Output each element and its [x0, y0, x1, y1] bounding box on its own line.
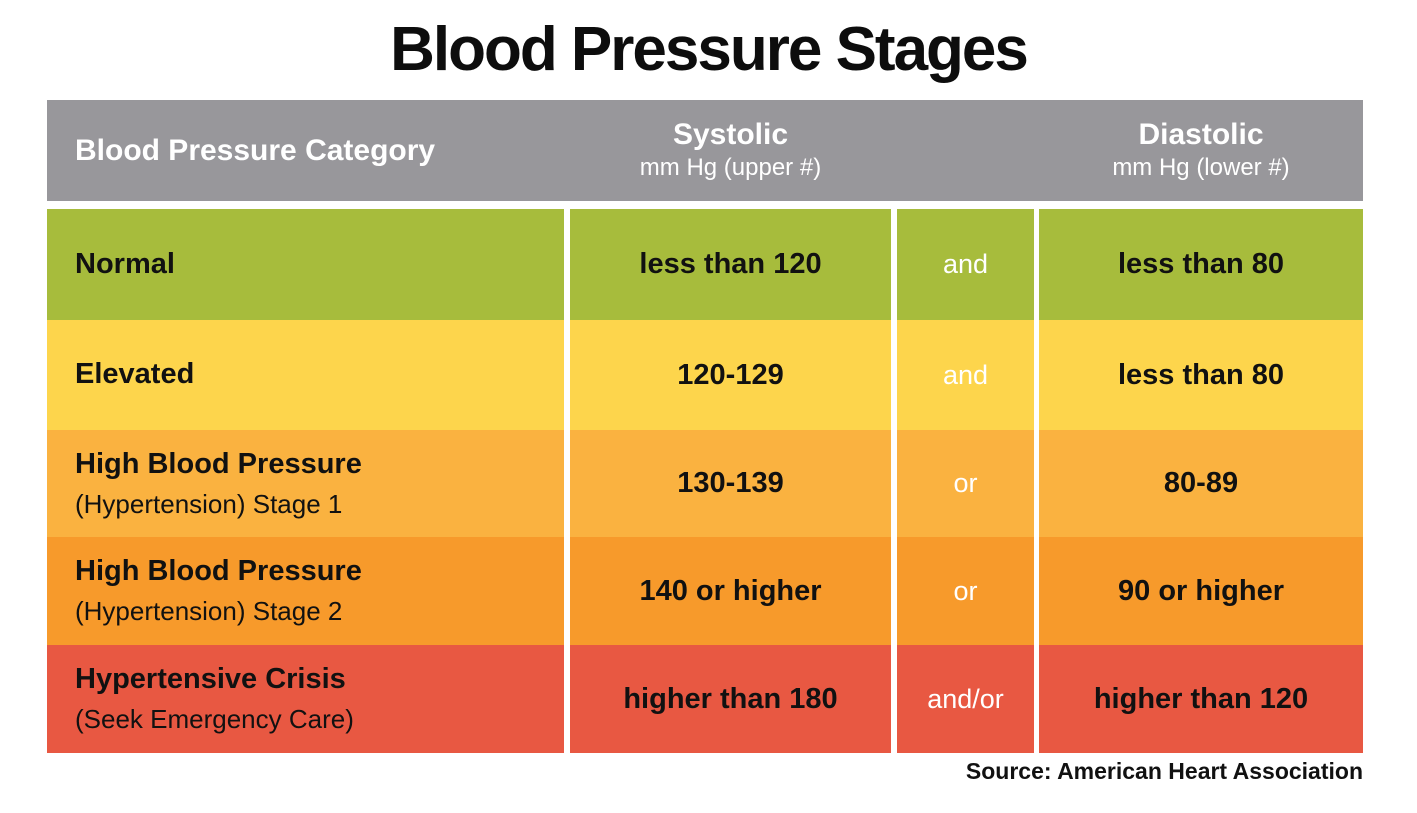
category-label: High Blood Pressure [75, 447, 362, 480]
header-systolic: Systolic mm Hg (upper #) [570, 100, 891, 201]
table-row-hypertension-stage2: High Blood Pressure (Hypertension) Stage… [47, 537, 1363, 645]
column-divider [891, 645, 897, 753]
category-label: Elevated [75, 358, 195, 391]
connector-label: and [942, 249, 989, 279]
column-divider [564, 645, 570, 753]
table-body: Normal less than 120 and less than 80 El… [47, 209, 1363, 753]
column-divider [1034, 430, 1039, 537]
table-header: Blood Pressure Category Systolic mm Hg (… [47, 100, 1363, 201]
header-category-label: Blood Pressure Category [75, 133, 436, 167]
column-divider [891, 320, 897, 430]
column-divider [891, 537, 897, 645]
page-title: Blood Pressure Stages [390, 15, 1029, 84]
category-cell: Hypertensive Crisis (Seek Emergency Care… [47, 645, 564, 753]
column-divider [564, 209, 570, 320]
header-diastolic: Diastolic mm Hg (lower #) [1039, 100, 1363, 201]
column-divider [1034, 537, 1039, 645]
column-divider [891, 209, 897, 320]
blood-pressure-table: Blood Pressure Category Systolic mm Hg (… [47, 100, 1363, 753]
column-divider [1034, 320, 1039, 430]
header-systolic-subtitle: mm Hg (upper #) [639, 153, 822, 181]
diastolic-value: 90 or higher [1118, 574, 1284, 607]
systolic-value: higher than 180 [623, 682, 838, 715]
diastolic-value: higher than 120 [1093, 682, 1309, 715]
systolic-value: less than 120 [639, 248, 822, 280]
diastolic-value: less than 80 [1117, 248, 1285, 280]
category-sublabel: (Hypertension) Stage 1 [75, 488, 343, 519]
category-sublabel: (Hypertension) Stage 2 [75, 596, 343, 627]
diastolic-value: less than 80 [1117, 358, 1285, 391]
header-diastolic-title: Diastolic [1138, 118, 1264, 152]
category-label: High Blood Pressure [75, 555, 362, 588]
source-attribution: Source: American Heart Association [965, 758, 1363, 784]
category-sublabel: (Seek Emergency Care) [75, 704, 354, 735]
table-row-hypertension-stage1: High Blood Pressure (Hypertension) Stage… [47, 430, 1363, 537]
diastolic-value: 80-89 [1163, 467, 1239, 499]
systolic-value: 130-139 [677, 467, 784, 499]
table-row-normal: Normal less than 120 and less than 80 [47, 209, 1363, 320]
table-row-hypertensive-crisis: Hypertensive Crisis (Seek Emergency Care… [47, 645, 1363, 753]
column-divider [564, 537, 570, 645]
category-label: Normal [75, 247, 175, 280]
systolic-value: 140 or higher [639, 574, 822, 607]
systolic-value: 120-129 [677, 358, 784, 391]
category-cell: Normal [47, 209, 564, 320]
header-diastolic-subtitle: mm Hg (lower #) [1112, 153, 1290, 181]
column-divider [891, 430, 897, 537]
connector-label: or [953, 575, 978, 606]
column-divider [564, 430, 570, 537]
connector-label: and [942, 359, 989, 390]
table-row-elevated: Elevated 120-129 and less than 80 [47, 320, 1363, 430]
column-divider [564, 320, 570, 430]
column-divider [1034, 645, 1039, 753]
connector-label: or [953, 468, 978, 498]
connector-label: and/or [927, 683, 1004, 714]
column-divider [1034, 209, 1039, 320]
category-cell: High Blood Pressure (Hypertension) Stage… [47, 430, 564, 537]
category-cell: Elevated [47, 320, 564, 430]
category-label: Hypertensive Crisis [75, 663, 346, 696]
header-systolic-title: Systolic [672, 118, 789, 152]
category-cell: High Blood Pressure (Hypertension) Stage… [47, 537, 564, 645]
